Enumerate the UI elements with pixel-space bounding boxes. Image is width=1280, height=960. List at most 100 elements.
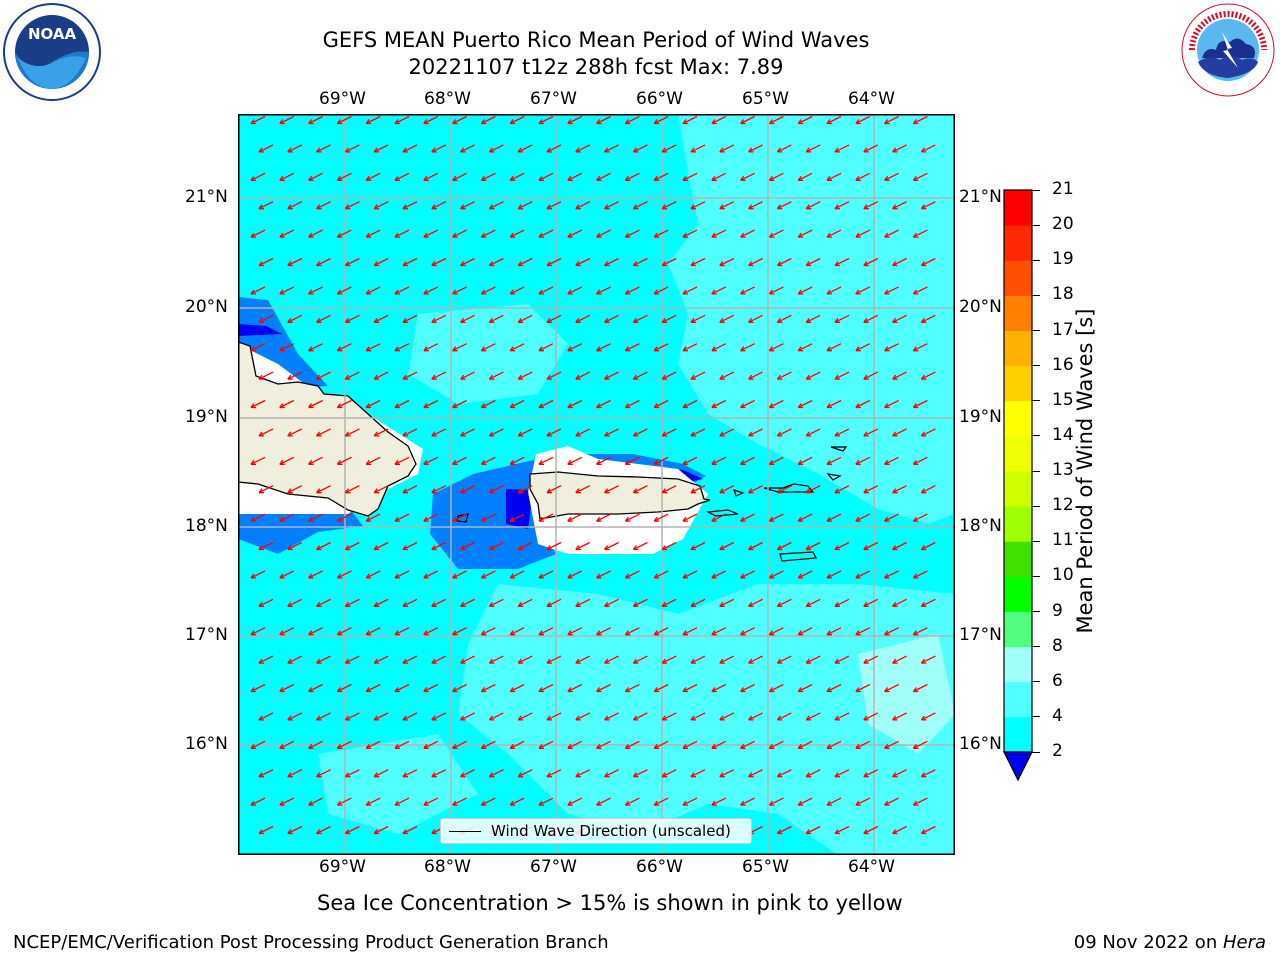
wind-wave-arrow [682, 570, 698, 579]
wind-wave-arrow [653, 797, 669, 806]
wind-wave-arrow [884, 570, 899, 579]
wind-wave-arrow [740, 740, 755, 749]
colorbar-bin-17-18 [1004, 295, 1032, 331]
wind-wave-arrow [690, 769, 706, 778]
wind-wave-arrow [509, 683, 525, 693]
wind-wave-arrow [768, 456, 784, 465]
colorbar-bin-19-20 [1004, 225, 1032, 261]
wind-wave-arrow [517, 314, 533, 323]
wind-wave-arrow [344, 485, 360, 494]
footer-branch: NCEP/EMC/Verification Post Processing Pr… [13, 932, 609, 953]
wind-wave-arrow [373, 144, 389, 153]
wind-wave-arrow [250, 740, 266, 749]
wind-wave-arrow [423, 627, 439, 636]
wind-wave-arrow [423, 570, 439, 579]
wind-wave-arrow [920, 485, 936, 494]
colorbar-tick-mark [1032, 435, 1040, 437]
colorbar-tick-label: 15 [1052, 389, 1074, 410]
wind-wave-arrow [682, 740, 698, 749]
wind-wave-arrow [575, 655, 591, 664]
colorbar-bin-6-8 [1004, 646, 1032, 683]
wind-wave-arrow [460, 712, 475, 721]
land-puerto-rico [529, 471, 711, 520]
wind-wave-arrow [394, 513, 410, 522]
wind-wave-arrow [912, 115, 928, 125]
wind-wave-arrow [834, 598, 850, 607]
wind-wave-arrow [711, 115, 727, 125]
wind-wave-arrow [480, 172, 496, 181]
colorbar-tick-mark [1032, 646, 1040, 648]
wind-wave-arrow [431, 655, 447, 664]
wind-wave-arrow [316, 598, 331, 607]
wind-wave-arrow [538, 229, 554, 238]
wind-wave-arrow [279, 570, 295, 579]
wind-wave-arrow [596, 627, 611, 636]
wind-wave-arrow [604, 201, 619, 210]
wind-wave-arrow [768, 570, 784, 579]
wind-wave-arrow [517, 201, 533, 210]
colorbar-tick-mark [1032, 330, 1040, 331]
wind-wave-arrow [884, 683, 899, 693]
wind-wave-arrow [776, 655, 792, 664]
wind-wave-arrow [912, 570, 928, 579]
legend-label: Wind Wave Direction (unscaled) [491, 822, 731, 840]
wind-wave-arrow [546, 541, 562, 551]
wind-wave-arrow [768, 286, 784, 295]
lat-label-left-17n: 17°N [185, 625, 228, 645]
wind-wave-arrow [423, 343, 439, 352]
wind-wave-arrow [826, 570, 842, 579]
wind-wave-arrow [748, 257, 763, 267]
wind-wave-arrow [373, 428, 389, 437]
wind-wave-arrow [776, 144, 792, 153]
colorbar-tick-mark [1032, 505, 1040, 507]
wind-wave-arrow [546, 371, 562, 380]
wind-wave-arrow [892, 257, 907, 267]
wind-wave-arrow [575, 201, 591, 210]
wind-wave-arrow [826, 172, 842, 181]
wind-wave-arrow [316, 712, 331, 721]
wind-wave-arrow [258, 598, 274, 607]
wind-wave-arrow [287, 428, 303, 437]
wind-wave-arrow [690, 201, 706, 210]
wind-wave-arrow [402, 485, 418, 494]
wind-wave-arrow [604, 712, 619, 721]
wind-wave-arrow [423, 229, 439, 238]
ocean-period-6-8-area-southwest [318, 734, 478, 834]
land-culebra [733, 489, 745, 497]
wind-wave-arrow [567, 399, 583, 409]
wind-wave-arrow [740, 513, 755, 522]
wind-wave-arrow [402, 825, 418, 835]
wind-wave-arrow [805, 144, 821, 153]
wind-wave-arrow [336, 115, 352, 125]
wind-wave-arrow [452, 570, 467, 579]
wind-wave-arrow [287, 655, 303, 664]
wind-wave-arrow [661, 314, 677, 323]
wind-wave-arrow [920, 201, 936, 210]
wind-wave-arrow [768, 513, 784, 522]
wind-wave-arrow [797, 513, 813, 522]
wind-wave-arrow [632, 485, 648, 494]
wind-wave-arrow [797, 399, 813, 409]
wind-wave-arrow [653, 115, 669, 125]
wind-wave-arrow [711, 627, 727, 636]
wind-wave-arrow [653, 286, 669, 295]
colorbar-tick-label: 4 [1052, 705, 1063, 726]
wind-wave-arrow [509, 797, 525, 806]
wind-wave-arrow [287, 598, 303, 607]
wind-wave-arrow [279, 513, 295, 522]
wind-wave-arrow [365, 570, 381, 579]
wind-wave-arrow [711, 797, 727, 806]
wind-wave-arrow [855, 399, 871, 409]
wind-wave-arrow [892, 541, 907, 551]
wind-wave-arrow [538, 513, 554, 522]
wind-wave-arrow [719, 485, 735, 494]
wind-wave-arrow [287, 825, 303, 835]
wind-wave-arrow [538, 286, 554, 295]
colorbar-tick-label: 10 [1052, 565, 1074, 586]
wind-wave-arrow [826, 740, 842, 749]
wind-wave-arrow [855, 627, 871, 636]
wind-wave-arrow [365, 172, 381, 181]
wind-wave-arrow [517, 257, 533, 267]
wind-wave-arrow [596, 797, 611, 806]
wind-wave-arrow [855, 343, 871, 352]
